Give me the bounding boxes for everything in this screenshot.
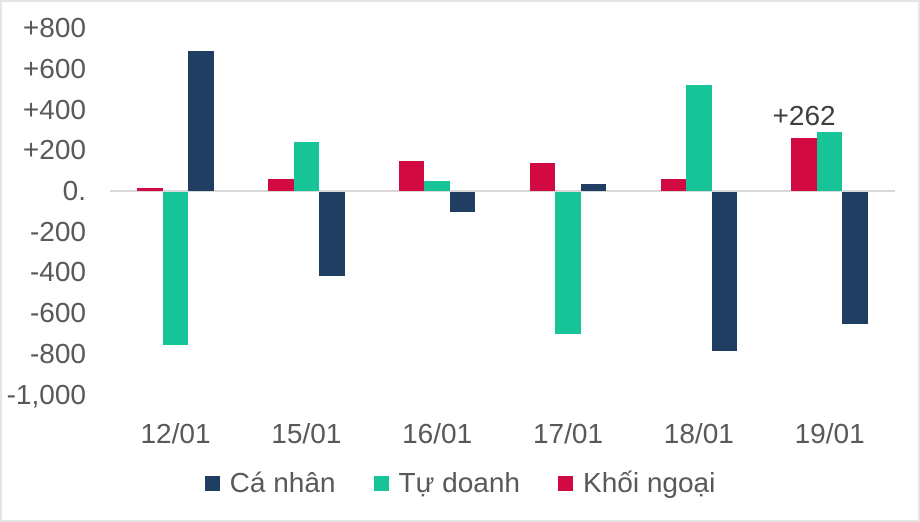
y-axis-tick-label: -600	[29, 297, 86, 329]
y-axis-tick-label: -800	[29, 337, 86, 369]
legend-item-label: Khối ngoại	[583, 467, 716, 498]
y-axis-tick-label: +600	[22, 52, 86, 84]
legend-swatch	[373, 475, 389, 491]
bar-ca-nhan	[319, 192, 345, 277]
y-axis-tick-label: -400	[29, 256, 86, 288]
x-axis-tick-label: 16/01	[402, 418, 473, 449]
bar-tu-doanh	[686, 85, 712, 191]
x-axis-tick-label: 15/01	[271, 418, 342, 449]
bar-ca-nhan	[842, 192, 868, 325]
bar-khoi-ngoai	[137, 187, 163, 191]
bar-ca-nhan	[188, 50, 214, 191]
legend-swatch	[558, 475, 574, 491]
legend-swatch	[204, 475, 220, 491]
y-axis-tick-label: -200	[29, 215, 86, 247]
y-axis-tick-label: +800	[22, 12, 86, 44]
x-axis-tick-label: 12/01	[140, 418, 211, 449]
x-axis-tick-label: 17/01	[532, 418, 604, 449]
legend-item-label: Tự doanh	[398, 467, 521, 498]
x-axis-tick-label: 18/01	[663, 418, 734, 449]
zero-axis-line	[110, 190, 895, 192]
bar-tu-doanh	[555, 192, 581, 335]
bar-khoi-ngoai	[268, 178, 294, 191]
legend-item: Cá nhân	[204, 467, 336, 498]
x-axis-tick-label: 19/01	[794, 418, 865, 449]
bar-ca-nhan	[580, 183, 607, 191]
bar-tu-doanh	[293, 142, 319, 191]
legend-item: Khối ngoại	[558, 468, 715, 498]
legend-item: Tự doanh	[373, 467, 521, 498]
y-axis-tick-label: +200	[22, 134, 86, 166]
bar-ca-nhan	[711, 192, 737, 351]
y-axis-tick-label: 0.	[62, 175, 86, 206]
data-label: +262	[772, 99, 836, 131]
y-axis-tick-label: -1,000	[6, 378, 86, 410]
legend-item-label: Cá nhân	[229, 467, 336, 498]
bar-ca-nhan	[449, 192, 476, 213]
bar-khoi-ngoai	[529, 162, 556, 191]
legend: Cá nhân Tự doanh Khối ngoại	[2, 468, 918, 498]
bar-tu-doanh	[424, 180, 450, 191]
bar-tu-doanh	[162, 192, 189, 345]
bar-khoi-ngoai	[398, 161, 425, 191]
bar-tu-doanh	[816, 131, 843, 191]
y-axis-tick-label: +400	[22, 93, 86, 125]
bar-khoi-ngoai	[791, 137, 817, 191]
bar-khoi-ngoai	[660, 178, 686, 191]
